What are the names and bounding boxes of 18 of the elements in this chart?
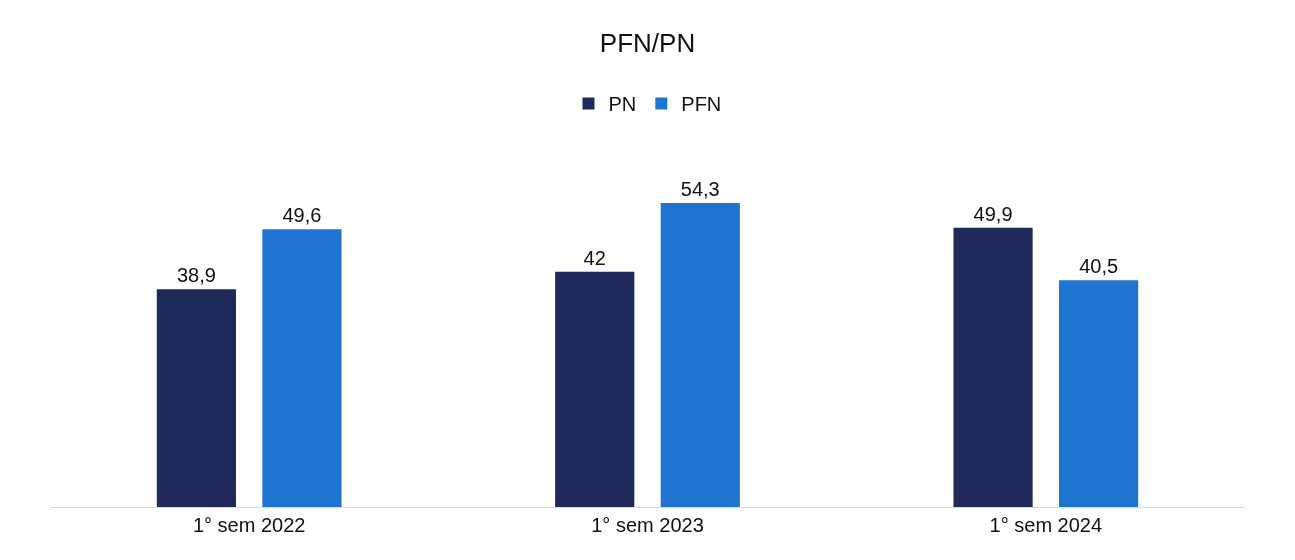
x-tick-label: 1° sem 2022 bbox=[192, 514, 306, 536]
data-label: 42 bbox=[583, 246, 606, 269]
bar bbox=[953, 227, 1033, 507]
bar bbox=[660, 203, 740, 507]
data-label: 40,5 bbox=[1079, 255, 1119, 278]
x-tick-label: 1° sem 2023 bbox=[591, 514, 704, 536]
bar bbox=[1059, 280, 1139, 507]
data-label: 54,3 bbox=[680, 178, 720, 200]
bar bbox=[555, 271, 635, 507]
data-label: 38,9 bbox=[176, 264, 216, 287]
legend-label: PN bbox=[608, 93, 637, 116]
legend-label: PFN bbox=[681, 93, 722, 116]
data-label: 49,9 bbox=[973, 202, 1013, 225]
bar bbox=[156, 289, 236, 507]
data-label: 49,6 bbox=[282, 204, 322, 227]
x-tick-label: 1° sem 2024 bbox=[989, 514, 1103, 536]
chart-title: PFN/PN bbox=[599, 27, 696, 58]
bar bbox=[262, 229, 342, 507]
